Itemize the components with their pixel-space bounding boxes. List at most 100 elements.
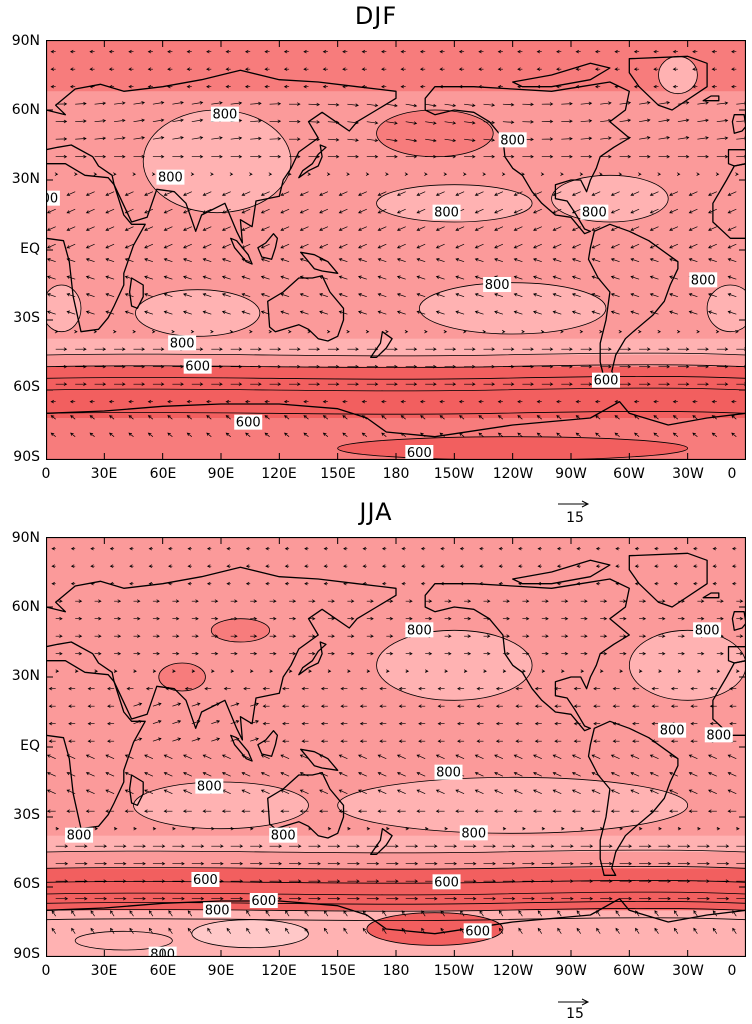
lon-tick-label: 0 xyxy=(727,963,737,979)
wind-vector-arrow xyxy=(669,293,679,298)
wind-vector-arrow xyxy=(419,49,426,54)
wind-vector-arrow xyxy=(124,789,134,795)
wind-vector-arrow xyxy=(561,826,565,831)
wind-vector-arrow xyxy=(183,275,192,280)
wind-vector-arrow xyxy=(191,599,199,603)
wind-vector-arrow xyxy=(386,364,398,369)
wind-vector-arrow xyxy=(66,310,76,315)
contour-label: 800 xyxy=(170,336,195,351)
wind-vector-arrow xyxy=(425,896,438,901)
wind-vector-arrow xyxy=(340,739,348,743)
wind-vector-arrow xyxy=(133,118,146,123)
wind-vector-arrow xyxy=(183,226,192,231)
wind-vector-arrow xyxy=(478,67,484,71)
wind-vector-arrow xyxy=(190,172,195,176)
wind-vector-arrow xyxy=(619,364,632,369)
wind-vector-arrow xyxy=(639,101,651,105)
wind-vector-arrow xyxy=(114,101,126,105)
wind-vector-arrow xyxy=(75,364,87,369)
wind-vector-arrow xyxy=(435,275,445,280)
wind-vector-arrow xyxy=(658,651,666,656)
wind-vector-arrow xyxy=(610,771,620,777)
wind-vector-arrow xyxy=(619,669,624,673)
wind-vector-arrow xyxy=(301,686,309,691)
wind-vector-arrow xyxy=(474,243,484,249)
wind-vector-arrow xyxy=(46,809,56,813)
wind-vector-arrow xyxy=(128,432,134,437)
wind-vector-arrow xyxy=(66,809,76,813)
wind-vector-arrow xyxy=(147,432,154,437)
wind-vector-arrow xyxy=(658,364,671,369)
wind-vector-arrow xyxy=(206,49,212,54)
europe-west-edge xyxy=(727,646,746,664)
wind-vector-arrow xyxy=(556,399,562,404)
wind-vector-arrow xyxy=(697,136,709,140)
wind-vector-arrow xyxy=(55,634,63,638)
wind-vector-arrow xyxy=(70,581,76,586)
wind-vector-arrow xyxy=(561,101,573,106)
wind-vector-arrow xyxy=(386,121,398,125)
wind-vector-arrow xyxy=(483,154,496,159)
wind-vector-arrow xyxy=(152,616,160,621)
wind-vector-arrow xyxy=(576,910,581,917)
wind-vector-arrow xyxy=(187,910,193,917)
reference-arrow-icon xyxy=(558,500,590,508)
wind-vector-arrow xyxy=(610,226,620,231)
wind-vector-arrow xyxy=(163,310,173,315)
wind-vector-arrow xyxy=(381,84,387,89)
wind-vector-arrow xyxy=(284,564,290,568)
wind-vector-arrow xyxy=(152,101,165,105)
wind-vector-arrow xyxy=(541,102,554,106)
wind-vector-arrow xyxy=(697,669,701,673)
wind-vector-arrow xyxy=(289,651,297,656)
contour-label: 800 xyxy=(436,766,461,781)
wind-vector-arrow xyxy=(230,101,243,105)
wind-vector-arrow xyxy=(571,809,581,813)
wind-vector-arrow xyxy=(85,258,95,263)
wind-vector-arrow xyxy=(230,154,243,159)
wind-vector-arrow xyxy=(85,310,95,315)
wind-vector-arrow xyxy=(709,721,717,726)
wind-vector-arrow xyxy=(50,399,56,404)
wind-vector-arrow xyxy=(727,258,737,263)
wind-vector-arrow xyxy=(420,581,426,586)
wind-vector-arrow xyxy=(46,310,56,315)
wind-vector-arrow xyxy=(615,564,620,568)
wind-vector-arrow xyxy=(284,432,290,437)
isobar-contour xyxy=(46,364,746,368)
wind-vector-arrow xyxy=(464,121,476,125)
wind-vector-arrow xyxy=(85,226,95,231)
wind-vector-arrow xyxy=(595,432,601,437)
wind-vector-arrow xyxy=(323,581,328,586)
wind-vector-arrow xyxy=(114,382,126,386)
wind-vector-arrow xyxy=(151,172,156,176)
contour-label-bg xyxy=(459,825,488,841)
wind-vector-arrow xyxy=(283,84,290,89)
wind-vector-arrow xyxy=(693,910,698,917)
wind-vector-arrow xyxy=(416,789,426,795)
wind-vector-arrow xyxy=(517,84,523,89)
wind-vector-arrow xyxy=(639,634,647,638)
wind-vector-arrow xyxy=(347,599,355,603)
wind-vector-arrow xyxy=(536,67,542,71)
lon-tick-label: 90W xyxy=(555,466,587,482)
wind-vector-arrow xyxy=(250,101,262,106)
wind-vector-arrow xyxy=(556,564,562,568)
wind-vector-arrow xyxy=(133,634,141,638)
wind-vector-arrow xyxy=(513,208,523,214)
wind-vector-arrow xyxy=(405,844,419,848)
antarctica-coastline xyxy=(46,401,746,460)
wind-vector-arrow xyxy=(425,844,438,848)
wind-vector-arrow xyxy=(202,754,212,760)
wind-vector-arrow xyxy=(304,546,309,551)
wind-vector-arrow xyxy=(440,927,445,934)
wind-vector-arrow xyxy=(420,432,426,437)
wind-vector-arrow xyxy=(55,669,60,673)
wind-vector-arrow xyxy=(502,651,510,656)
wind-vector-arrow xyxy=(634,564,640,568)
wind-vector-arrow xyxy=(68,704,76,708)
lat-tick-label: 90S xyxy=(13,946,40,962)
wind-vector-arrow xyxy=(299,789,309,795)
wind-vector-arrow xyxy=(554,686,562,691)
wind-vector-arrow xyxy=(552,789,562,795)
